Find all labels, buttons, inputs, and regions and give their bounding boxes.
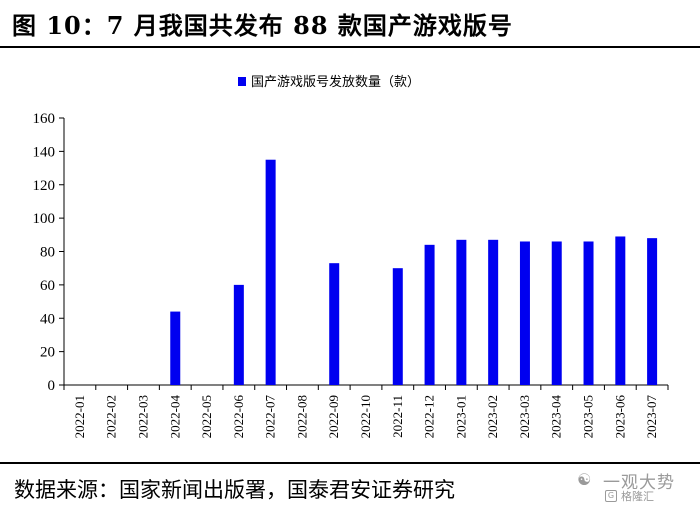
x-tick-label: 2022-10 [358, 395, 373, 438]
x-tick-label: 2022-09 [326, 395, 341, 438]
watermark: ☯ 一观大势 G 格隆汇 [577, 466, 692, 504]
bar-chart: 国产游戏版号发放数量（款） 0 20 40 60 80 100 120 140 160 2022… [33, 74, 669, 439]
bar-2022-04 [170, 311, 181, 385]
bar-2023-06 [615, 236, 626, 385]
x-tick-label: 2022-08 [294, 395, 309, 438]
x-tick-label: 2022-01 [72, 395, 87, 438]
x-tick-label: 2023-05 [581, 395, 596, 438]
gelonghui-logo-icon: G [605, 490, 617, 502]
legend-label: 国产游戏版号发放数量（款） [251, 74, 420, 90]
x-tick-label: 2022-03 [135, 395, 150, 438]
x-tick-label: 2023-02 [485, 395, 500, 438]
x-tick-label: 2022-04 [167, 395, 182, 439]
source-note: 数据来源：国家新闻出版署，国泰君安证券研究 [14, 478, 455, 502]
bar-2022-09 [329, 263, 340, 385]
x-tick-label: 2023-04 [549, 395, 564, 439]
bar-2022-11 [392, 268, 403, 385]
y-tick-label: 80 [40, 245, 55, 261]
x-tick-label: 2022-02 [104, 395, 119, 438]
title-rule [0, 46, 700, 48]
bar-2022-07 [265, 159, 276, 385]
y-tick-label: 0 [48, 378, 56, 394]
y-tick-label: 40 [40, 311, 55, 327]
x-tick-label: 2023-01 [453, 395, 468, 438]
y-tick-label: 120 [33, 178, 56, 194]
watermark-sub: 格隆汇 [621, 490, 654, 503]
bar-2023-02 [488, 239, 499, 385]
y-tick-label: 160 [33, 111, 56, 127]
y-tick-label: 20 [40, 345, 55, 361]
x-tick-label: 2023-07 [644, 395, 659, 439]
bars [170, 159, 658, 385]
y-tick-label: 140 [33, 144, 56, 160]
bar-2023-04 [551, 241, 562, 385]
x-tick-label: 2022-12 [422, 395, 437, 438]
y-tick-label: 100 [33, 211, 56, 227]
bar-2023-05 [583, 241, 594, 385]
bar-2022-12 [424, 244, 435, 385]
x-axis: 2022-01 2022-02 2022-03 2022-04 2022-05 2022-… [63, 384, 669, 439]
x-tick-label: 2022-07 [263, 395, 278, 439]
source-rule [0, 462, 700, 464]
x-tick-label: 2023-03 [517, 395, 532, 438]
x-tick-label: 2022-05 [199, 395, 214, 438]
x-tick-label: 2022-06 [231, 395, 246, 439]
watermark-name: 一观大势 [603, 473, 675, 493]
y-tick-label: 60 [40, 278, 55, 294]
y-axis: 0 20 40 60 80 100 120 140 160 [33, 111, 65, 394]
bar-2023-03 [519, 241, 530, 385]
figure-title: 图 10：7 月我国共发布 88 款国产游戏版号 [12, 11, 513, 40]
bar-2023-07 [647, 238, 658, 385]
bar-2022-06 [233, 284, 244, 385]
legend-swatch [238, 77, 246, 86]
wechat-icon: ☯ [577, 470, 592, 489]
x-tick-label: 2022-11 [390, 395, 405, 438]
x-tick-label: 2023-06 [612, 395, 627, 439]
bar-2023-01 [456, 239, 467, 385]
legend: 国产游戏版号发放数量（款） [238, 74, 420, 90]
